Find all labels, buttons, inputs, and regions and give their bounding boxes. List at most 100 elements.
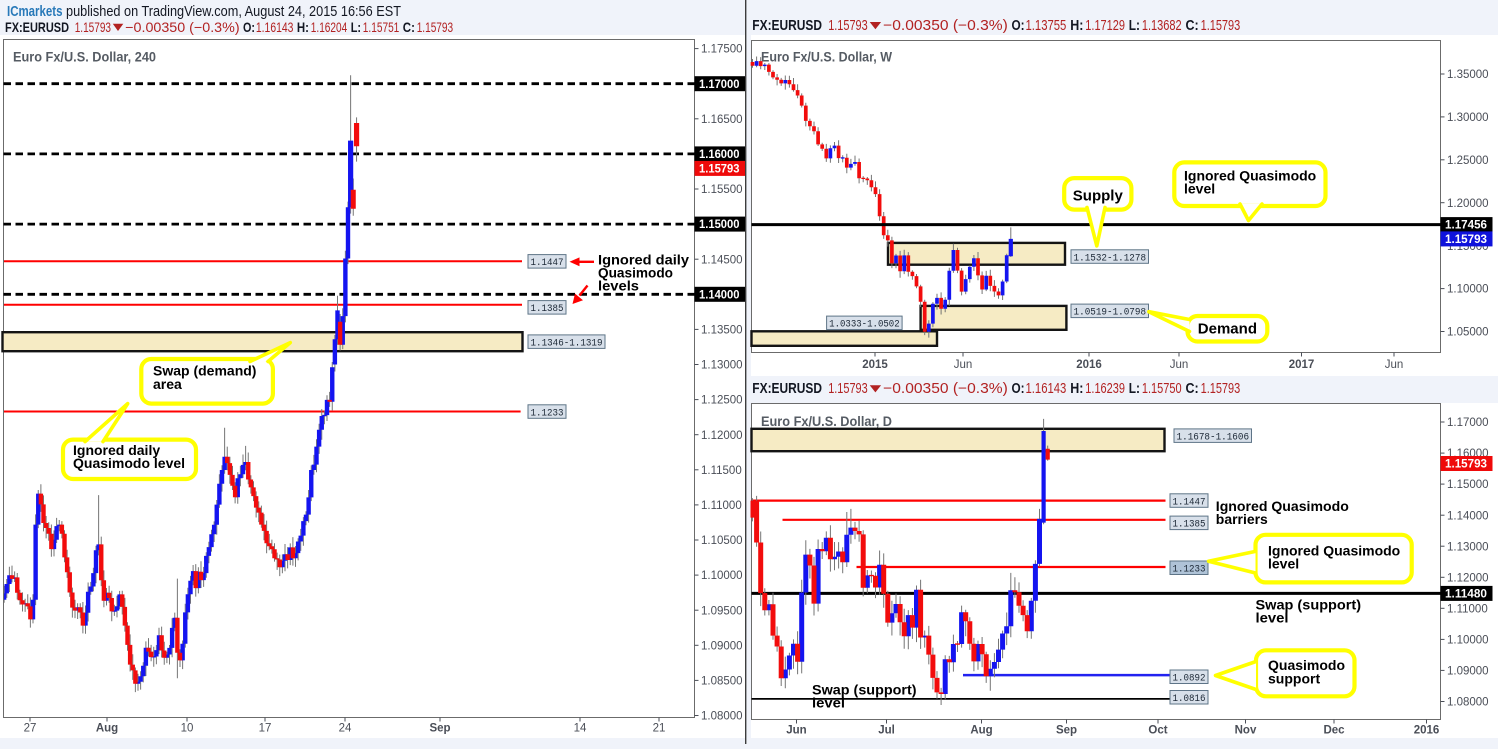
svg-text:1.12000: 1.12000 bbox=[1447, 572, 1489, 584]
svg-text:level: level bbox=[1268, 556, 1299, 572]
svg-text:C:: C: bbox=[1186, 18, 1199, 34]
svg-text:1.15793: 1.15793 bbox=[417, 19, 454, 35]
svg-text:1.15793: 1.15793 bbox=[828, 381, 868, 397]
svg-text:L:: L: bbox=[1129, 18, 1140, 34]
svg-text:Euro Fx/U.S. Dollar, 240: Euro Fx/U.S. Dollar, 240 bbox=[13, 50, 156, 65]
svg-text:Swap (demand): Swap (demand) bbox=[153, 363, 256, 379]
svg-text:Jul: Jul bbox=[878, 725, 895, 737]
svg-text:1.0333-1.0502: 1.0333-1.0502 bbox=[829, 319, 900, 331]
svg-text:1.1385: 1.1385 bbox=[531, 303, 564, 315]
svg-text:1.14000: 1.14000 bbox=[1447, 510, 1489, 522]
svg-text:L:: L: bbox=[1129, 381, 1140, 397]
svg-text:1.11480: 1.11480 bbox=[1445, 589, 1487, 601]
svg-text:Swap (support): Swap (support) bbox=[1256, 597, 1362, 613]
svg-text:1.05000: 1.05000 bbox=[1447, 327, 1489, 339]
svg-text:Euro Fx/U.S. Dollar, D: Euro Fx/U.S. Dollar, D bbox=[761, 413, 892, 429]
svg-text:1.0519-1.0798: 1.0519-1.0798 bbox=[1074, 307, 1147, 319]
svg-text:1.0892: 1.0892 bbox=[1173, 673, 1206, 685]
svg-text:1.08000: 1.08000 bbox=[701, 711, 743, 723]
svg-text:24: 24 bbox=[339, 723, 352, 735]
svg-text:1.15750: 1.15750 bbox=[1142, 381, 1182, 397]
svg-text:1.13500: 1.13500 bbox=[701, 325, 743, 337]
svg-text:1.10000: 1.10000 bbox=[1447, 284, 1489, 296]
svg-text:O:: O: bbox=[1012, 381, 1025, 397]
svg-text:FX:EURUSD: FX:EURUSD bbox=[752, 18, 822, 34]
svg-text:1.16500: 1.16500 bbox=[701, 114, 743, 126]
svg-text:C:: C: bbox=[1186, 381, 1199, 397]
svg-text:Quasimodo level: Quasimodo level bbox=[73, 455, 185, 471]
svg-text:1.09500: 1.09500 bbox=[701, 605, 743, 617]
svg-text:1.13682: 1.13682 bbox=[1142, 18, 1182, 34]
svg-text:2016: 2016 bbox=[1076, 359, 1102, 371]
svg-text:1.1447: 1.1447 bbox=[531, 257, 564, 269]
svg-text:FX:EURUSD: FX:EURUSD bbox=[5, 19, 69, 35]
svg-text:−0.00350 (−0.3%): −0.00350 (−0.3%) bbox=[883, 18, 1008, 34]
svg-text:1.17000: 1.17000 bbox=[699, 79, 740, 91]
svg-text:1.08500: 1.08500 bbox=[701, 676, 743, 688]
svg-text:1.16204: 1.16204 bbox=[311, 19, 348, 35]
svg-text:1.1233: 1.1233 bbox=[531, 407, 564, 419]
svg-text:1.15000: 1.15000 bbox=[699, 219, 740, 231]
svg-text:1.17456: 1.17456 bbox=[1445, 220, 1487, 232]
svg-text:ICmarkets: ICmarkets bbox=[7, 4, 63, 20]
svg-text:Sep: Sep bbox=[429, 723, 450, 735]
svg-text:1.09000: 1.09000 bbox=[1447, 666, 1489, 678]
svg-text:1.30000: 1.30000 bbox=[1447, 112, 1489, 124]
svg-text:1.15793: 1.15793 bbox=[1201, 381, 1241, 397]
svg-text:1.15793: 1.15793 bbox=[1445, 459, 1487, 471]
svg-text:1.15793: 1.15793 bbox=[699, 164, 740, 176]
svg-text:2017: 2017 bbox=[1289, 359, 1315, 371]
svg-text:21: 21 bbox=[653, 723, 666, 735]
svg-text:1.17129: 1.17129 bbox=[1085, 18, 1125, 34]
svg-text:Oct: Oct bbox=[1148, 725, 1167, 737]
svg-text:Quasimodo: Quasimodo bbox=[598, 265, 673, 281]
svg-text:1.17000: 1.17000 bbox=[1447, 417, 1489, 429]
svg-text:−0.00350 (−0.3%): −0.00350 (−0.3%) bbox=[883, 381, 1008, 397]
svg-text:1.13000: 1.13000 bbox=[701, 360, 743, 372]
svg-text:2015: 2015 bbox=[862, 359, 888, 371]
svg-text:area: area bbox=[153, 376, 182, 392]
svg-text:1.0816: 1.0816 bbox=[1173, 693, 1206, 705]
svg-text:1.15793: 1.15793 bbox=[1201, 18, 1241, 34]
svg-text:L:: L: bbox=[351, 19, 361, 35]
svg-text:Aug: Aug bbox=[96, 723, 118, 735]
svg-text:1.15751: 1.15751 bbox=[363, 19, 400, 35]
svg-text:H:: H: bbox=[297, 19, 309, 35]
svg-text:−0.00350 (−0.3%): −0.00350 (−0.3%) bbox=[125, 19, 239, 35]
svg-text:1.10000: 1.10000 bbox=[1447, 635, 1489, 647]
svg-text:Swap (support): Swap (support) bbox=[812, 682, 917, 698]
svg-text:1.16239: 1.16239 bbox=[1085, 381, 1125, 397]
svg-text:1.13755: 1.13755 bbox=[1026, 18, 1067, 34]
svg-text:1.1447: 1.1447 bbox=[1173, 496, 1206, 508]
svg-text:Ignored daily: Ignored daily bbox=[73, 442, 160, 458]
svg-text:1.16143: 1.16143 bbox=[256, 19, 294, 35]
svg-text:1.11500: 1.11500 bbox=[701, 465, 742, 477]
svg-text:O:: O: bbox=[243, 19, 255, 35]
svg-text:C:: C: bbox=[403, 19, 415, 35]
svg-text:27: 27 bbox=[24, 723, 37, 735]
svg-text:Jun: Jun bbox=[1385, 359, 1404, 371]
svg-text:Aug: Aug bbox=[970, 725, 992, 737]
svg-text:1.1532-1.1278: 1.1532-1.1278 bbox=[1074, 252, 1147, 264]
svg-text:1.17500: 1.17500 bbox=[701, 44, 743, 56]
svg-text:Jun: Jun bbox=[786, 725, 806, 737]
svg-text:1.1233: 1.1233 bbox=[1173, 564, 1206, 576]
svg-text:1.20000: 1.20000 bbox=[1447, 198, 1489, 210]
svg-text:Ignored Quasimodo: Ignored Quasimodo bbox=[1184, 168, 1316, 184]
svg-text:1.1346-1.1319: 1.1346-1.1319 bbox=[531, 338, 603, 350]
svg-text:1.15793: 1.15793 bbox=[75, 19, 111, 35]
svg-text:1.15500: 1.15500 bbox=[701, 184, 743, 196]
svg-text:1.12000: 1.12000 bbox=[701, 430, 743, 442]
svg-text:10: 10 bbox=[181, 723, 194, 735]
svg-text:1.09000: 1.09000 bbox=[701, 640, 743, 652]
svg-text:H:: H: bbox=[1070, 381, 1083, 397]
svg-text:Supply: Supply bbox=[1073, 187, 1124, 204]
svg-text:1.14000: 1.14000 bbox=[699, 289, 740, 301]
svg-text:1.16000: 1.16000 bbox=[699, 149, 740, 161]
svg-text:1.35000: 1.35000 bbox=[1447, 69, 1489, 81]
svg-text:1.25000: 1.25000 bbox=[1447, 155, 1489, 167]
svg-text:O:: O: bbox=[1012, 18, 1025, 34]
svg-text:Sep: Sep bbox=[1056, 725, 1077, 737]
svg-text:barriers: barriers bbox=[1216, 511, 1268, 527]
svg-text:1.15000: 1.15000 bbox=[1447, 479, 1489, 491]
